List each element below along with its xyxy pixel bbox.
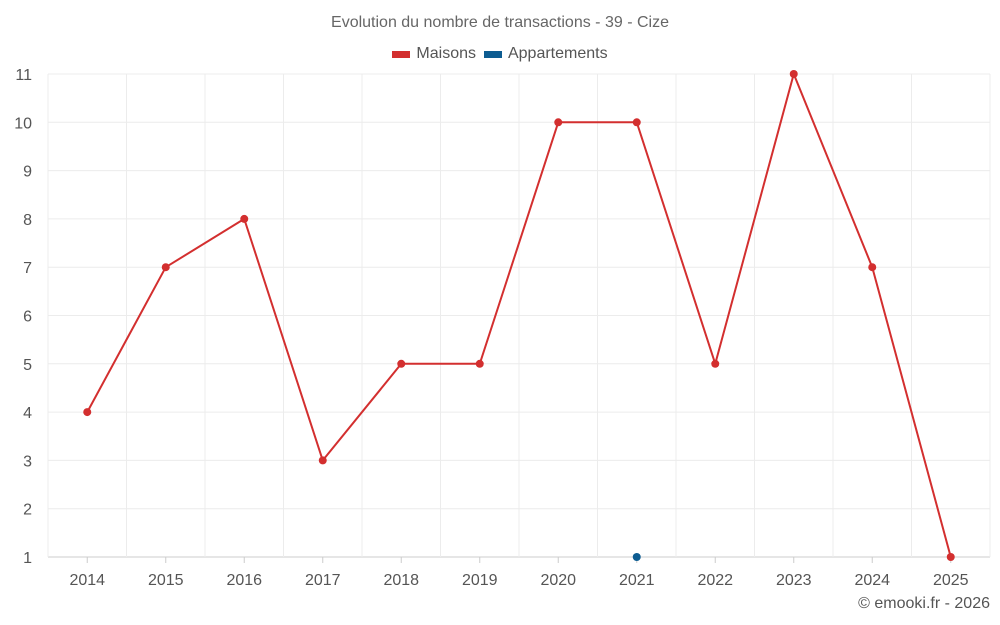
x-tick-label: 2024 <box>854 572 890 589</box>
data-point-appartements <box>632 553 641 561</box>
data-point-maisons <box>475 359 484 368</box>
y-tick-label: 1 <box>23 550 32 567</box>
data-point-maisons <box>711 359 720 368</box>
data-point-maisons <box>397 359 406 368</box>
x-tick-label: 2025 <box>933 572 969 589</box>
credit-text: © emooki.fr - 2026 <box>858 595 990 612</box>
legend-label-appartements: Appartements <box>507 45 608 62</box>
y-tick-label: 8 <box>23 212 32 229</box>
data-point-maisons <box>161 263 170 272</box>
y-tick-label: 9 <box>23 164 32 181</box>
y-tick-label: 11 <box>15 67 32 84</box>
x-tick-label: 2016 <box>226 572 262 589</box>
legend: Maisons Appartements <box>0 45 1000 63</box>
data-point-maisons <box>868 263 877 272</box>
y-tick-label: 10 <box>14 115 32 132</box>
x-tick-label: 2018 <box>383 572 419 589</box>
legend-swatch-maisons <box>392 50 411 58</box>
data-point-maisons <box>946 553 955 561</box>
legend-item-maisons[interactable]: Maisons <box>392 45 476 63</box>
x-tick-label: 2017 <box>305 572 341 589</box>
y-tick-label: 7 <box>23 260 32 277</box>
legend-label-maisons: Maisons <box>416 45 476 62</box>
y-tick-label: 3 <box>23 453 32 470</box>
y-tick-label: 5 <box>23 357 32 374</box>
chart-title: Evolution du nombre de transactions - 39… <box>331 14 669 31</box>
x-tick-label: 2020 <box>540 572 576 589</box>
series-line-maisons <box>86 73 952 558</box>
legend-swatch-appartements <box>483 50 502 58</box>
x-tick-label: 2015 <box>148 572 184 589</box>
x-tick-label: 2014 <box>69 572 105 589</box>
legend-item-appartements[interactable]: Appartements <box>483 45 608 63</box>
data-point-maisons <box>632 118 641 127</box>
data-point-maisons <box>83 408 92 417</box>
x-tick-label: 2023 <box>776 572 812 589</box>
y-tick-label: 2 <box>23 502 32 519</box>
y-tick-label: 4 <box>23 405 32 422</box>
data-point-maisons <box>240 214 249 223</box>
x-tick-label: 2022 <box>697 572 733 589</box>
y-tick-label: 6 <box>23 309 32 326</box>
x-tick-label: 2021 <box>619 572 655 589</box>
x-tick-label: 2019 <box>462 572 498 589</box>
data-point-maisons <box>789 70 798 78</box>
data-point-maisons <box>554 118 563 127</box>
data-point-maisons <box>318 456 327 465</box>
